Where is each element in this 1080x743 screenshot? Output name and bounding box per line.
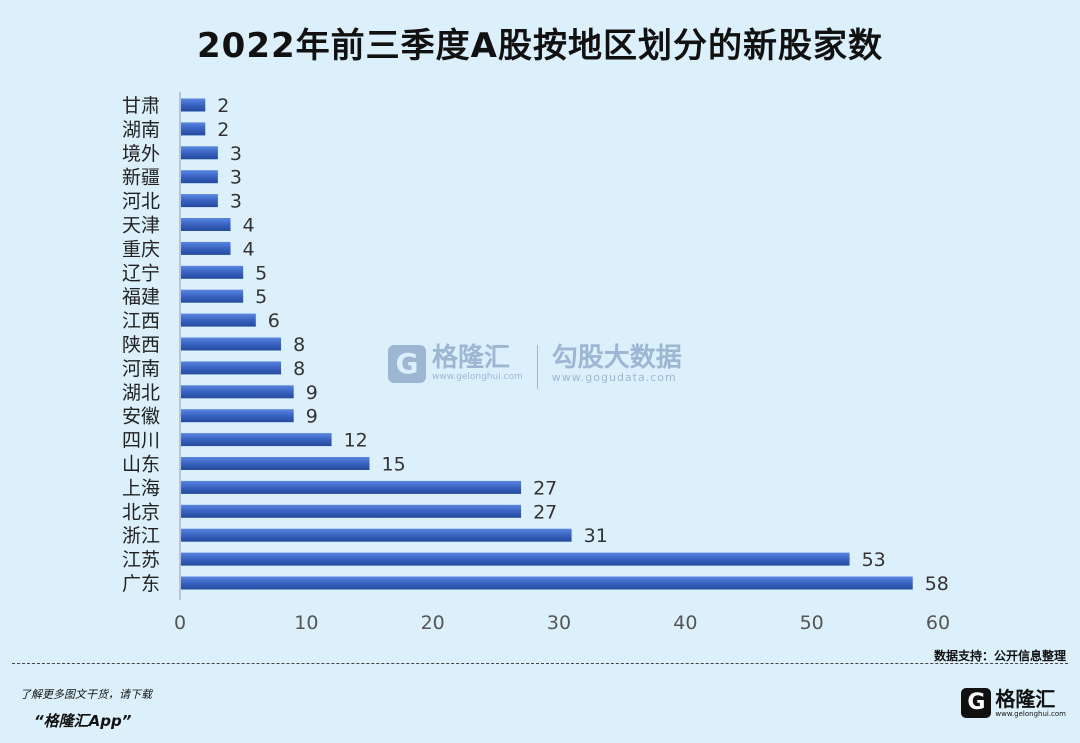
category-label: 湖北: [122, 382, 160, 404]
data-label: 5: [255, 262, 267, 284]
category-label: 山东: [122, 454, 160, 476]
category-label: 湖南: [122, 119, 160, 141]
data-label: 3: [230, 191, 242, 213]
data-label: 15: [382, 454, 406, 476]
category-label: 境外: [122, 143, 160, 165]
category-label: 上海: [122, 477, 160, 499]
data-label: 2: [217, 95, 229, 117]
bar: [181, 457, 370, 470]
bar: [181, 265, 244, 279]
bar: [181, 337, 282, 351]
bar: [181, 289, 244, 303]
bar: [181, 146, 218, 160]
category-label: 江西: [122, 310, 160, 332]
x-tick-label: 0: [174, 612, 186, 634]
data-label: 31: [584, 525, 608, 547]
category-label: 四川: [122, 430, 160, 452]
watermark-url2: www.gogudata.com: [551, 371, 677, 384]
chart-title: 2022年前三季度A股按地区划分的新股家数: [197, 26, 883, 66]
bar-chart: 甘肃 2 湖南 2 境外 3 新疆 3 河北 3 天津 4 重庆 4 辽宁 5 福建 5 江西 6 陕西 8 河南 8 湖北 9 安…: [122, 92, 950, 634]
category-label: 福建: [122, 286, 160, 308]
category-label: 浙江: [122, 525, 160, 547]
category-label: 重庆: [122, 238, 160, 260]
bar: [181, 98, 206, 112]
data-label: 58: [925, 573, 949, 595]
category-label: 广东: [122, 573, 160, 595]
promo-app-name: “格隆汇App”: [34, 712, 132, 730]
bar: [181, 528, 572, 542]
category-label: 河北: [122, 191, 160, 213]
bar: [181, 480, 522, 494]
watermark-brand1: 格隆汇: [432, 343, 511, 373]
bar: [181, 241, 231, 255]
category-label: 安徽: [122, 406, 160, 428]
data-label: 3: [230, 143, 242, 165]
category-label: 辽宁: [122, 262, 160, 284]
x-tick-label: 30: [547, 612, 571, 634]
data-label: 6: [268, 310, 280, 332]
x-tick-label: 40: [673, 612, 697, 634]
data-label: 8: [293, 358, 305, 380]
x-tick-label: 60: [926, 612, 950, 634]
category-label: 甘肃: [122, 95, 160, 117]
footer-logo-url: www.gelonghui.com: [995, 710, 1066, 718]
bar: [181, 361, 282, 375]
bar: [181, 218, 231, 231]
gelonghui-logo-icon: G: [388, 345, 426, 383]
bar: [181, 433, 332, 447]
footer-divider: [12, 663, 1068, 664]
bar: [181, 552, 850, 566]
bar: [181, 409, 294, 423]
category-label: 河南: [122, 358, 160, 380]
footer-logo-name: 格隆汇: [995, 687, 1056, 711]
data-label: 53: [862, 549, 886, 571]
bar: [181, 385, 294, 399]
category-label: 天津: [122, 215, 160, 237]
data-label: 3: [230, 167, 242, 189]
data-label: 4: [243, 215, 255, 237]
category-label: 新疆: [122, 167, 160, 189]
gelonghui-logo-icon: G: [961, 688, 992, 718]
category-label: 陕西: [122, 334, 160, 356]
x-tick-label: 50: [800, 612, 824, 634]
bar: [181, 170, 218, 184]
data-label: 8: [293, 334, 305, 356]
x-tick-label: 20: [421, 612, 445, 634]
data-source: 数据支持：公开信息整理: [933, 649, 1066, 663]
footer-logo: G 格隆汇 www.gelonghui.com: [961, 688, 1066, 719]
data-label: 27: [533, 477, 557, 499]
watermark-brand2: 勾股大数据: [551, 343, 682, 373]
category-label: 江苏: [122, 549, 160, 571]
promo-text: 了解更多图文干货，请下载: [20, 688, 152, 701]
bar: [181, 122, 206, 136]
x-tick-label: 10: [294, 612, 318, 634]
data-label: 5: [255, 286, 267, 308]
data-label: 4: [243, 238, 255, 260]
watermark: G 格隆汇 www.gelonghui.com 勾股大数据 www.gogudata.c…: [388, 345, 682, 389]
bar: [181, 194, 218, 208]
bar: [181, 576, 913, 590]
data-label: 2: [217, 119, 229, 141]
category-label: 北京: [122, 501, 160, 523]
bar: [181, 313, 256, 327]
data-label: 9: [306, 382, 318, 404]
watermark-url1: www.gelonghui.com: [432, 372, 523, 382]
data-label: 12: [344, 430, 368, 452]
data-label: 27: [533, 501, 557, 523]
bar: [181, 504, 522, 518]
data-label: 9: [306, 406, 318, 428]
